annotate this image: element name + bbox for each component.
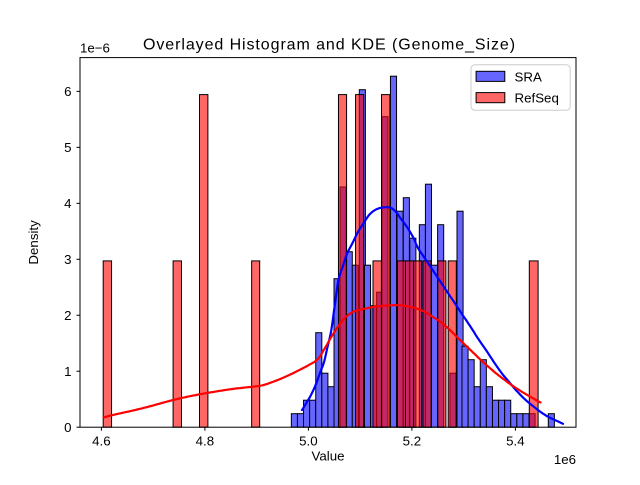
- svg-text:5: 5: [64, 140, 71, 155]
- svg-text:6: 6: [64, 84, 71, 99]
- svg-text:5.2: 5.2: [403, 434, 422, 449]
- svg-text:5.0: 5.0: [299, 434, 318, 449]
- svg-text:SRA: SRA: [515, 69, 542, 84]
- svg-text:4.8: 4.8: [196, 434, 215, 449]
- svg-text:1: 1: [64, 364, 71, 379]
- svg-text:Density: Density: [26, 220, 41, 265]
- svg-text:Value: Value: [311, 449, 344, 464]
- svg-text:1e−6: 1e−6: [80, 41, 110, 56]
- svg-text:5.4: 5.4: [506, 434, 525, 449]
- svg-text:RefSeq: RefSeq: [515, 91, 559, 106]
- svg-text:4.6: 4.6: [92, 434, 111, 449]
- svg-text:3: 3: [64, 252, 71, 267]
- svg-text:4: 4: [64, 196, 71, 211]
- svg-text:1e6: 1e6: [554, 452, 576, 467]
- svg-text:0: 0: [64, 420, 71, 435]
- svg-text:Overlayed Histogram and KDE (G: Overlayed Histogram and KDE (Genome_Size…: [143, 37, 516, 54]
- svg-text:2: 2: [64, 308, 71, 323]
